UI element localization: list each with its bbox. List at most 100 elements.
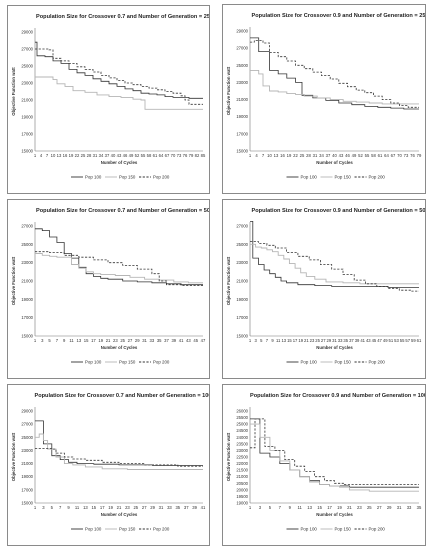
legend-label: Pop 200 <box>369 360 386 365</box>
x-tick-label: 41 <box>360 338 365 343</box>
y-tick-label: 19000 <box>236 297 248 302</box>
y-tick-label: 15000 <box>236 334 248 339</box>
x-tick-label: 13 <box>307 505 312 510</box>
y-tick-label: 15000 <box>21 334 33 339</box>
x-tick-label: 25 <box>315 338 320 343</box>
y-tick-label: 19000 <box>236 501 248 506</box>
x-tick-label: 10 <box>51 153 56 158</box>
legend-label: Pop 100 <box>85 175 102 180</box>
x-tick-label: 19 <box>98 338 103 343</box>
y-axis-label: Objective Function watt <box>11 256 16 305</box>
x-tick-label: 19 <box>337 505 342 510</box>
x-tick-label: 49 <box>129 153 134 158</box>
x-tick-label: 45 <box>193 338 198 343</box>
x-tick-label: 37 <box>349 338 354 343</box>
x-tick-label: 13 <box>274 153 279 158</box>
x-tick-label: 28 <box>306 153 311 158</box>
x-tick-label: 33 <box>167 505 172 510</box>
x-tick-label: 82 <box>195 153 200 158</box>
x-tick-label: 21 <box>347 505 352 510</box>
y-tick-label: 22500 <box>236 455 248 460</box>
y-tick-label: 25000 <box>21 435 33 440</box>
series-line-pop-100 <box>250 221 419 288</box>
y-axis-label: Objective Function watt <box>226 256 231 305</box>
y-tick-label: 23000 <box>236 448 248 453</box>
series-line-pop-100 <box>250 418 419 488</box>
x-tick-label: 25 <box>300 153 305 158</box>
y-tick-label: 19500 <box>236 494 248 499</box>
series-line-pop-150 <box>250 423 419 492</box>
x-tick-label: 25 <box>133 505 138 510</box>
legend-label: Pop 150 <box>335 527 352 532</box>
y-tick-label: 21000 <box>21 98 33 103</box>
x-tick-label: 5 <box>48 338 51 343</box>
x-tick-label: 55 <box>400 338 405 343</box>
chart-svg-3: Population Size for Crossover 0.7 and Nu… <box>11 208 209 365</box>
x-tick-label: 52 <box>358 153 363 158</box>
x-tick-label: 57 <box>405 338 410 343</box>
x-tick-label: 52 <box>135 153 140 158</box>
y-tick-label: 15000 <box>21 149 33 154</box>
y-tick-label: 23000 <box>21 81 33 86</box>
x-tick-label: 79 <box>417 153 422 158</box>
series-line-pop-150 <box>35 76 203 110</box>
x-tick-label: 55 <box>365 153 370 158</box>
x-tick-label: 31 <box>397 505 402 510</box>
y-tick-label: 27000 <box>21 422 33 427</box>
y-tick-label: 15000 <box>236 149 248 154</box>
x-tick-label: 10 <box>267 153 272 158</box>
legend-label: Pop 200 <box>369 527 386 532</box>
y-tick-label: 15000 <box>21 501 33 506</box>
x-tick-label: 49 <box>352 153 357 158</box>
x-tick-label: 22 <box>293 153 298 158</box>
x-axis-label: Number of Cycles <box>316 345 353 350</box>
y-tick-label: 25000 <box>21 242 33 247</box>
x-tick-label: 37 <box>326 153 331 158</box>
y-tick-label: 21000 <box>236 474 248 479</box>
y-tick-label: 26000 <box>236 409 248 414</box>
x-tick-label: 67 <box>165 153 170 158</box>
x-tick-label: 58 <box>147 153 152 158</box>
x-tick-label: 21 <box>106 338 111 343</box>
y-axis-label: Objective Function watt <box>226 432 231 481</box>
x-tick-label: 3 <box>259 505 262 510</box>
x-tick-label: 29 <box>150 505 155 510</box>
x-tick-label: 17 <box>91 338 96 343</box>
x-tick-label: 64 <box>159 153 164 158</box>
x-tick-label: 70 <box>171 153 176 158</box>
x-tick-label: 16 <box>280 153 285 158</box>
y-tick-label: 19000 <box>21 474 33 479</box>
legend-label: Pop 200 <box>153 360 170 365</box>
x-tick-label: 9 <box>271 338 274 343</box>
x-tick-label: 37 <box>105 153 110 158</box>
x-tick-label: 7 <box>56 338 59 343</box>
y-tick-label: 20000 <box>236 487 248 492</box>
series-line-pop-150 <box>35 433 203 470</box>
x-tick-label: 19 <box>108 505 113 510</box>
x-tick-label: 35 <box>175 505 180 510</box>
y-axis-label: Objective Function watt <box>11 432 16 481</box>
chart-svg-1: Population Size for Crossover 0.7 and Nu… <box>11 14 209 180</box>
x-tick-label: 1 <box>249 153 252 158</box>
x-tick-label: 23 <box>113 338 118 343</box>
x-tick-label: 53 <box>394 338 399 343</box>
y-tick-label: 29000 <box>236 29 248 34</box>
x-tick-label: 17 <box>100 505 105 510</box>
x-tick-label: 70 <box>397 153 402 158</box>
x-tick-label: 9 <box>67 505 70 510</box>
y-tick-label: 20500 <box>236 481 248 486</box>
x-tick-label: 46 <box>345 153 350 158</box>
x-tick-label: 37 <box>184 505 189 510</box>
x-tick-label: 9 <box>63 338 66 343</box>
x-tick-label: 45 <box>372 338 377 343</box>
x-tick-label: 39 <box>171 338 176 343</box>
x-tick-label: 61 <box>417 338 422 343</box>
y-tick-label: 17000 <box>21 487 33 492</box>
series-line-pop-100 <box>35 228 203 286</box>
legend-label: Pop 200 <box>153 527 170 532</box>
series-line-pop-200 <box>35 48 203 105</box>
x-tick-label: 11 <box>75 505 80 510</box>
x-tick-label: 25 <box>120 338 125 343</box>
chart-panel-6: Population Size for Crossover 0.9 and Nu… <box>222 384 426 546</box>
x-tick-label: 23 <box>357 505 362 510</box>
